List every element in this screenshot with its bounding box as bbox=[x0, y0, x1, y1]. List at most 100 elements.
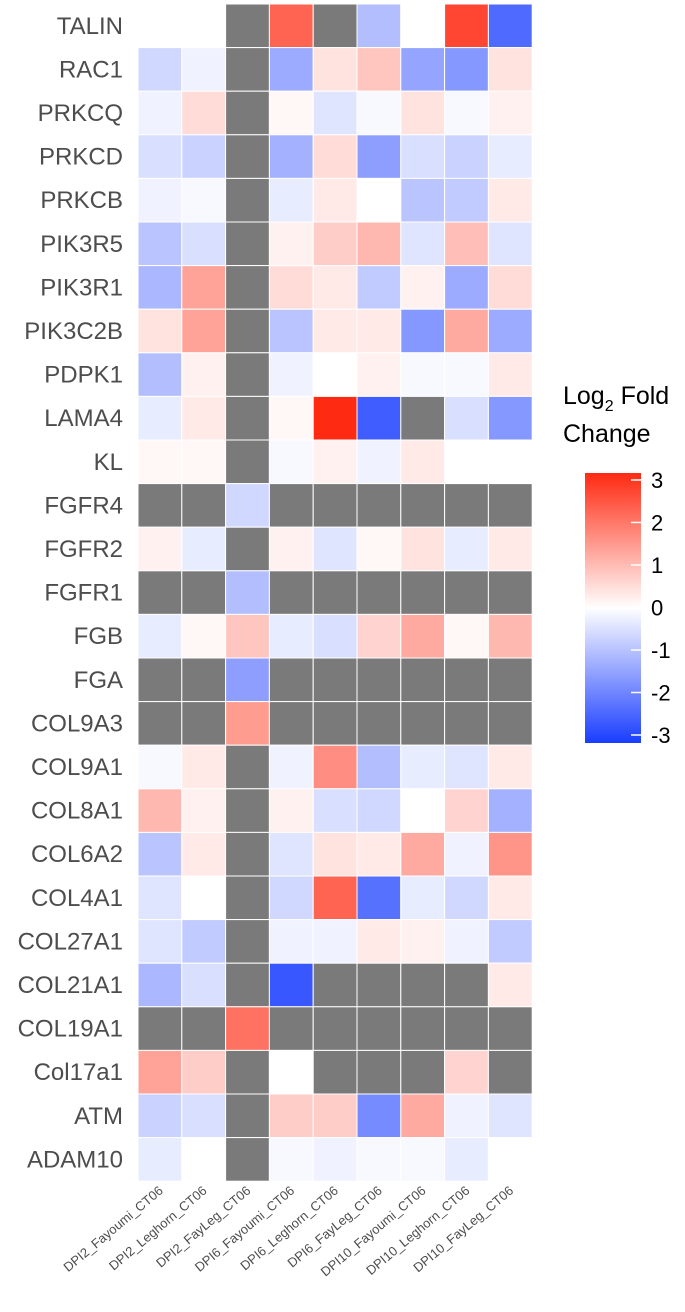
heatmap-cell bbox=[356, 701, 402, 746]
heatmap-cell bbox=[356, 962, 402, 1008]
legend-tick-label: 0 bbox=[651, 596, 663, 621]
heatmap-cell bbox=[137, 352, 183, 397]
heatmap-cell bbox=[400, 788, 446, 833]
heatmap-cells bbox=[137, 3, 533, 1182]
heatmap-cell bbox=[487, 1137, 533, 1182]
heatmap-cell bbox=[137, 308, 183, 354]
heatmap-cell bbox=[312, 439, 358, 485]
heatmap-cell bbox=[356, 1093, 402, 1139]
heatmap-cell bbox=[181, 657, 227, 703]
heatmap-cell bbox=[356, 177, 402, 223]
legend-tick-label: 1 bbox=[651, 553, 663, 578]
heatmap-cell bbox=[400, 570, 446, 615]
heatmap-cell bbox=[356, 570, 402, 615]
heatmap-cell bbox=[268, 308, 314, 354]
heatmap-cell bbox=[444, 1093, 489, 1139]
heatmap-cell bbox=[487, 526, 533, 572]
heatmap-cell bbox=[444, 483, 489, 528]
heatmap-cell bbox=[312, 744, 358, 790]
heatmap-cell bbox=[444, 919, 489, 964]
heatmap-cell bbox=[312, 1049, 358, 1095]
row-label: KL bbox=[94, 449, 123, 476]
heatmap-cell bbox=[356, 1006, 402, 1051]
heatmap-cell bbox=[444, 3, 489, 49]
heatmap-cell bbox=[487, 1093, 533, 1139]
heatmap-cell bbox=[400, 875, 446, 921]
heatmap-cell bbox=[137, 831, 183, 877]
heatmap-cell bbox=[225, 875, 270, 921]
heatmap-cell bbox=[225, 439, 270, 485]
row-label: FGFR1 bbox=[44, 580, 123, 607]
heatmap-cell bbox=[225, 657, 270, 703]
heatmap-cell bbox=[400, 439, 446, 485]
heatmap-cell bbox=[137, 177, 183, 223]
heatmap-cell bbox=[400, 919, 446, 964]
heatmap-cell bbox=[312, 570, 358, 615]
heatmap-cell bbox=[487, 744, 533, 790]
heatmap-cell bbox=[225, 265, 270, 310]
heatmap-cell bbox=[356, 265, 402, 310]
heatmap-cell bbox=[181, 962, 227, 1008]
heatmap-cell bbox=[487, 439, 533, 485]
heatmap-cell bbox=[444, 744, 489, 790]
heatmap-cell bbox=[225, 1137, 270, 1182]
heatmap-cell bbox=[400, 1049, 446, 1095]
heatmap-cell bbox=[225, 352, 270, 397]
heatmap-cell bbox=[181, 90, 227, 136]
heatmap-cell bbox=[312, 221, 358, 267]
heatmap-cell bbox=[487, 47, 533, 92]
heatmap-cell bbox=[444, 526, 489, 572]
heatmap-cell bbox=[312, 919, 358, 964]
color-legend: Log2 Fold Change 3 2 1 0 -1 -2 -3 bbox=[563, 382, 671, 748]
heatmap-cell bbox=[268, 788, 314, 833]
heatmap-cell bbox=[137, 439, 183, 485]
heatmap-cell bbox=[181, 308, 227, 354]
heatmap-cell bbox=[137, 1006, 183, 1051]
row-label: COL9A1 bbox=[31, 754, 123, 781]
heatmap-cell bbox=[487, 90, 533, 136]
heatmap-cell bbox=[400, 483, 446, 528]
heatmap-cell bbox=[400, 1093, 446, 1139]
heatmap-cell bbox=[225, 3, 270, 49]
heatmap-cell bbox=[312, 308, 358, 354]
heatmap-cell bbox=[137, 875, 183, 921]
heatmap-cell bbox=[225, 1006, 270, 1051]
heatmap-cell bbox=[487, 788, 533, 833]
row-label: LAMA4 bbox=[44, 405, 123, 432]
heatmap-cell bbox=[487, 1006, 533, 1051]
heatmap-cell bbox=[225, 483, 270, 528]
legend-title-line2: Change bbox=[563, 420, 651, 448]
heatmap-cell bbox=[356, 613, 402, 659]
heatmap-cell bbox=[400, 47, 446, 92]
heatmap-cell bbox=[225, 1093, 270, 1139]
heatmap-cell bbox=[487, 3, 533, 49]
heatmap-cell bbox=[400, 177, 446, 223]
heatmap-cell bbox=[356, 3, 402, 49]
heatmap-cell bbox=[225, 744, 270, 790]
row-label: PDPK1 bbox=[44, 362, 123, 389]
heatmap-cell bbox=[356, 221, 402, 267]
heatmap-cell bbox=[312, 1006, 358, 1051]
heatmap-cell bbox=[137, 919, 183, 964]
heatmap-cell bbox=[137, 788, 183, 833]
heatmap-cell bbox=[400, 831, 446, 877]
heatmap-cell bbox=[137, 1093, 183, 1139]
heatmap-cell bbox=[487, 1049, 533, 1095]
row-label: COL21A1 bbox=[18, 972, 123, 999]
heatmap-cell bbox=[225, 1049, 270, 1095]
heatmap-cell bbox=[181, 221, 227, 267]
heatmap-cell bbox=[487, 875, 533, 921]
heatmap-cell bbox=[268, 744, 314, 790]
heatmap-cell bbox=[137, 483, 183, 528]
heatmap-cell bbox=[268, 570, 314, 615]
heatmap-cell bbox=[312, 1093, 358, 1139]
heatmap-cell bbox=[400, 134, 446, 179]
heatmap-cell bbox=[225, 613, 270, 659]
heatmap-cell bbox=[444, 265, 489, 310]
heatmap-cell bbox=[268, 265, 314, 310]
heatmap-cell bbox=[181, 831, 227, 877]
heatmap-cell bbox=[225, 395, 270, 441]
heatmap-cell bbox=[444, 177, 489, 223]
heatmap-cell bbox=[356, 1137, 402, 1182]
